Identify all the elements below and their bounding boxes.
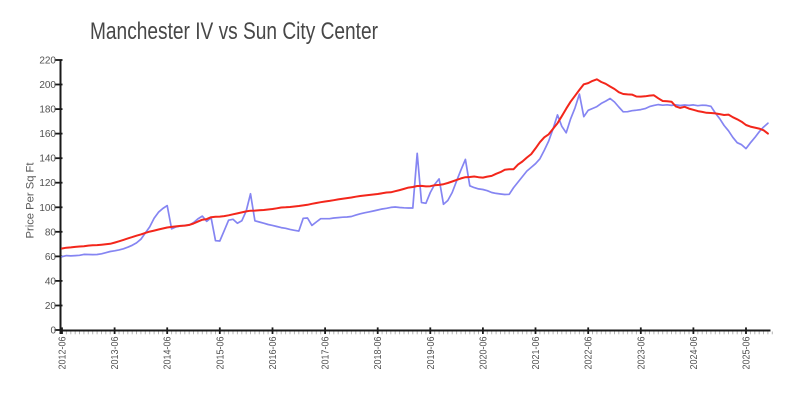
svg-text:2014-06: 2014-06 (163, 336, 174, 369)
svg-text:2019-06: 2019-06 (426, 336, 437, 369)
svg-text:2017-06: 2017-06 (321, 336, 332, 369)
svg-text:2020-06: 2020-06 (478, 336, 489, 369)
svg-text:160: 160 (39, 129, 56, 140)
svg-text:80: 80 (45, 227, 57, 238)
svg-text:60: 60 (45, 252, 57, 263)
svg-text:2016-06: 2016-06 (268, 336, 279, 369)
svg-text:2013-06: 2013-06 (110, 336, 121, 369)
svg-text:40: 40 (45, 276, 57, 287)
svg-text:2022-06: 2022-06 (584, 336, 595, 369)
svg-text:100: 100 (39, 203, 56, 214)
svg-text:2024-06: 2024-06 (689, 336, 700, 369)
svg-text:200: 200 (39, 80, 56, 91)
svg-text:20: 20 (45, 301, 57, 312)
svg-text:Manchester IV vs Sun City Cent: Manchester IV vs Sun City Center (90, 18, 378, 45)
svg-text:2018-06: 2018-06 (373, 336, 384, 369)
svg-text:120: 120 (39, 178, 56, 189)
svg-text:0: 0 (50, 326, 56, 337)
svg-text:2012-06: 2012-06 (58, 336, 69, 369)
svg-text:2015-06: 2015-06 (215, 336, 226, 369)
svg-text:2025-06: 2025-06 (742, 336, 753, 369)
svg-text:2021-06: 2021-06 (531, 336, 542, 369)
svg-text:2023-06: 2023-06 (636, 336, 647, 369)
svg-text:Price Per Sq Ft: Price Per Sq Ft (25, 163, 37, 239)
svg-text:140: 140 (39, 154, 56, 165)
svg-text:220: 220 (39, 56, 56, 67)
svg-text:180: 180 (39, 105, 56, 116)
